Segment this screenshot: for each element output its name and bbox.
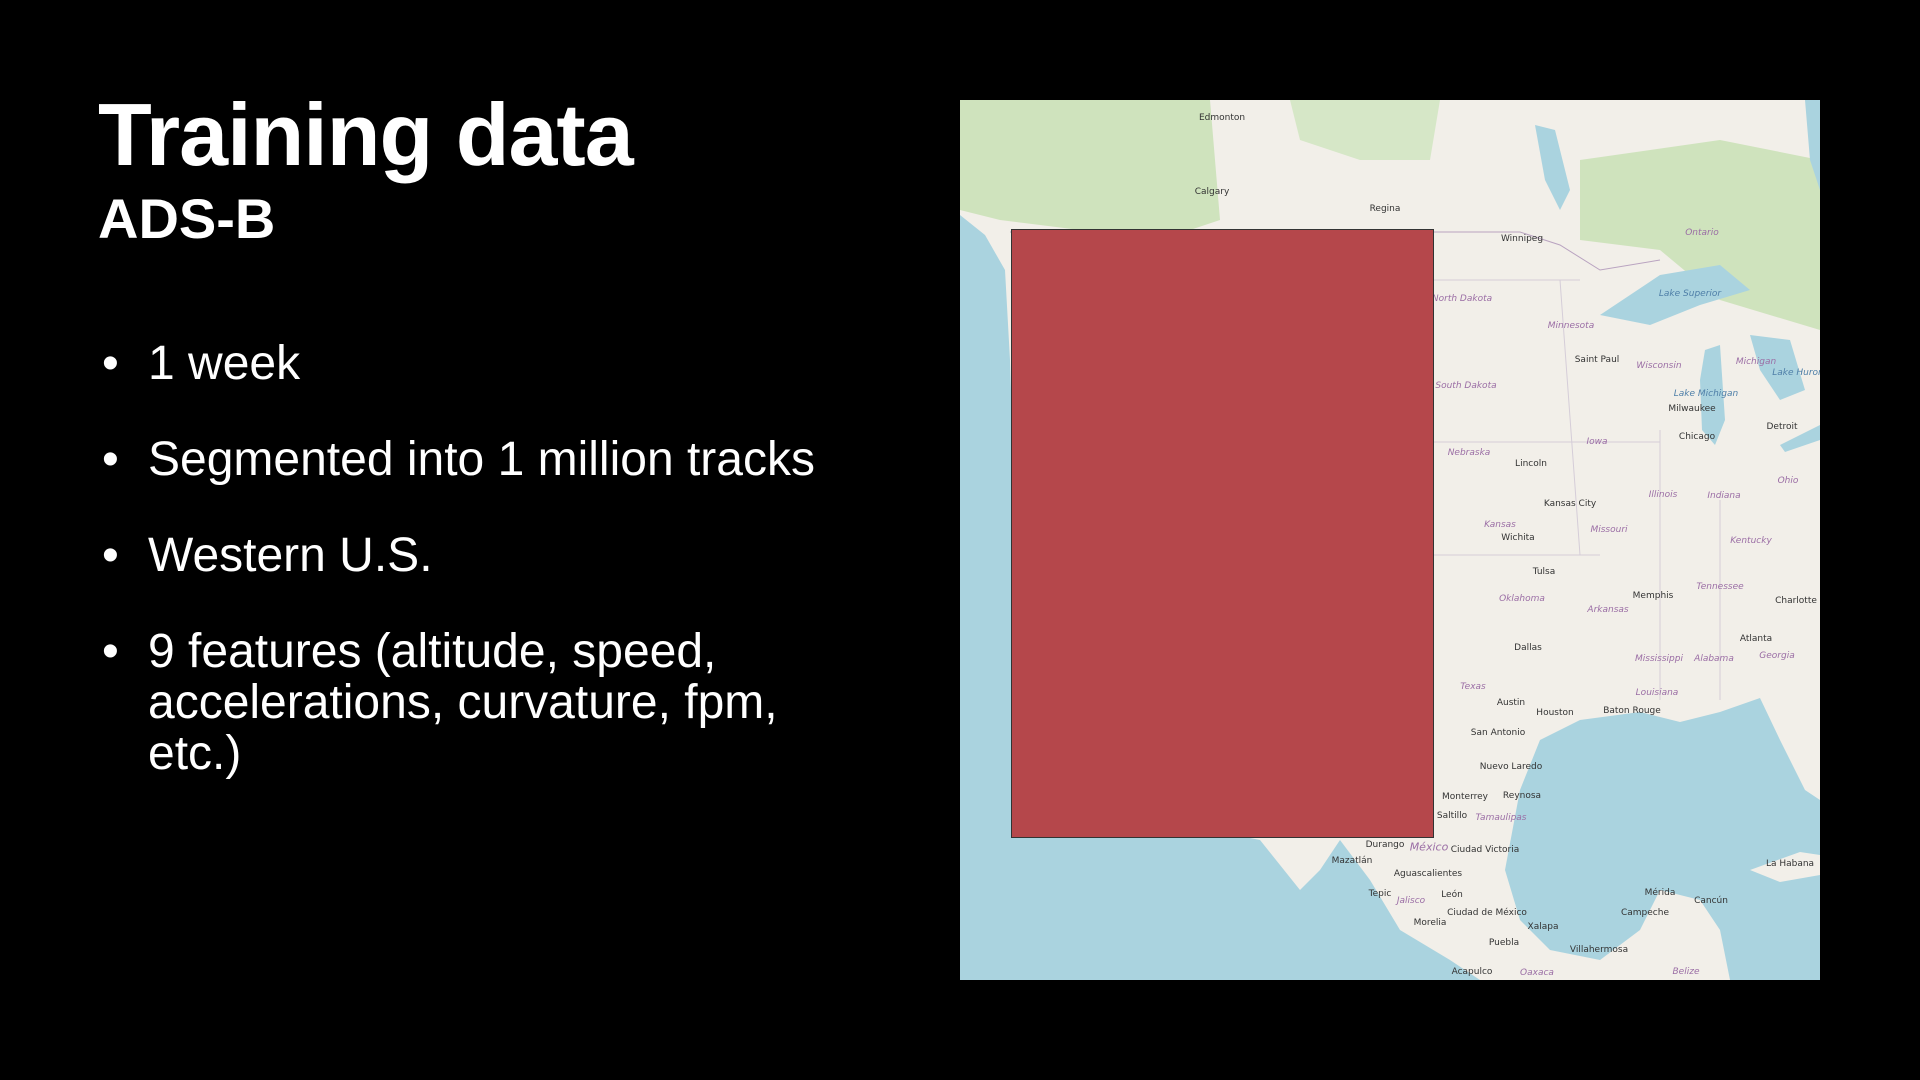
atlantic-ocean xyxy=(1805,100,1820,190)
bullet-icon: • xyxy=(102,529,119,582)
map-city-label: Xalapa xyxy=(1527,922,1559,932)
map-city-label: Houston xyxy=(1536,708,1574,718)
forest-area xyxy=(960,100,1220,240)
gulf-of-mexico xyxy=(1505,698,1820,980)
map-city-label: Detroit xyxy=(1766,422,1798,432)
map-city-label: Winnipeg xyxy=(1500,234,1544,244)
map-city-label: Durango xyxy=(1365,840,1405,850)
map-city-label: Saltillo xyxy=(1436,811,1468,821)
map-city-label: Kansas City xyxy=(1543,499,1597,509)
bullet-text: Western U.S. xyxy=(148,529,433,582)
bullet-item: • 1 week xyxy=(100,338,840,389)
bullet-text: 9 features (altitude, speed, acceleratio… xyxy=(148,625,778,780)
map-state-label: Tamaulipas xyxy=(1475,813,1527,823)
bullet-icon: • xyxy=(102,433,119,486)
map-city-label: Calgary xyxy=(1194,187,1230,197)
map-city-label: Morelia xyxy=(1413,918,1447,928)
map-state-label: South Dakota xyxy=(1435,381,1497,391)
map-state-label: Illinois xyxy=(1648,490,1678,500)
map-city-label: Baton Rouge xyxy=(1603,706,1661,716)
map-state-label: Oaxaca xyxy=(1520,968,1554,978)
map-state-label: Tennessee xyxy=(1696,582,1744,592)
map-city-label: Milwaukee xyxy=(1668,404,1716,414)
map-city-label: Charlotte xyxy=(1775,596,1817,606)
map-state-label: Ontario xyxy=(1685,228,1719,238)
bullet-text: Segmented into 1 million tracks xyxy=(148,433,815,486)
map-city-label: La Habana xyxy=(1765,859,1815,869)
bullet-list: • 1 week • Segmented into 1 million tracks… xyxy=(100,338,840,824)
forest-area xyxy=(1580,140,1820,330)
forest-area xyxy=(1290,100,1440,160)
map-city-label: Mazatlán xyxy=(1331,856,1373,866)
map-city-label: Wichita xyxy=(1501,533,1535,543)
map-city-label: Mérida xyxy=(1644,888,1676,898)
map-city-label: Lincoln xyxy=(1515,459,1547,469)
map-city-label: Nuevo Laredo xyxy=(1479,762,1543,772)
map-state-label: Jalisco xyxy=(1396,896,1426,906)
map-city-label: Puebla xyxy=(1488,938,1520,948)
map-city-label: Acapulco xyxy=(1451,967,1493,977)
map-state-label: Missouri xyxy=(1590,525,1628,535)
cuba xyxy=(1750,852,1820,882)
map-state-label: Kentucky xyxy=(1730,536,1772,546)
map-city-label: Monterrey xyxy=(1442,792,1488,802)
map-state-label: México xyxy=(1409,840,1449,854)
map-city-label: Chicago xyxy=(1678,432,1716,442)
map-state-label: Belize xyxy=(1672,967,1700,977)
map-city-label: Reynosa xyxy=(1502,791,1542,801)
map-city-label: Cancún xyxy=(1694,896,1728,906)
bullet-item: • 9 features (altitude, speed, accelerati… xyxy=(100,626,840,779)
map-city-label: León xyxy=(1441,890,1463,900)
map-state-label: Mississippi xyxy=(1635,654,1683,664)
map-state-label: Ohio xyxy=(1777,476,1799,486)
lake-michigan xyxy=(1700,345,1725,445)
map-state-label: Georgia xyxy=(1759,651,1795,661)
western-us-region-highlight xyxy=(1011,229,1434,838)
map-water-label: Lake Michigan xyxy=(1673,389,1739,399)
map-image: Edmonton Calgary Regina Winnipeg Saint Paul M… xyxy=(960,100,1820,980)
lake-winnipeg xyxy=(1535,125,1570,210)
map-state-label: Indiana xyxy=(1707,491,1741,501)
map-state-label: Alabama xyxy=(1694,654,1734,664)
map-city-label: Villahermosa xyxy=(1569,945,1629,955)
map-state-label: Minnesota xyxy=(1547,321,1595,331)
bullet-item: • Segmented into 1 million tracks xyxy=(100,434,840,485)
map-city-label: Atlanta xyxy=(1739,634,1773,644)
lake-erie xyxy=(1780,425,1820,452)
map-state-label: Louisiana xyxy=(1635,688,1679,698)
map-state-label: Arkansas xyxy=(1587,605,1629,615)
map-city-label: Tulsa xyxy=(1532,567,1556,577)
map-city-label: Ciudad Victoria xyxy=(1450,845,1520,855)
slide-subtitle: ADS-B xyxy=(98,187,276,250)
slide-title: Training data xyxy=(98,85,634,184)
map-state-label: Iowa xyxy=(1586,437,1608,447)
lake-huron xyxy=(1750,335,1805,400)
map-state-label: North Dakota xyxy=(1431,294,1493,304)
bullet-item: • Western U.S. xyxy=(100,530,840,581)
map-city-label: Dallas xyxy=(1514,643,1542,653)
map-city-label: Memphis xyxy=(1632,591,1674,601)
bullet-icon: • xyxy=(102,337,119,390)
map-state-label: Nebraska xyxy=(1447,448,1491,458)
map-state-label: Oklahoma xyxy=(1499,594,1545,604)
map-city-label: Tepic xyxy=(1368,889,1392,899)
bullet-icon: • xyxy=(102,625,119,678)
map-water-label: Lake Huron xyxy=(1772,368,1820,378)
lake-superior xyxy=(1600,265,1750,325)
map-city-label: Austin xyxy=(1496,698,1526,708)
map-state-label: Wisconsin xyxy=(1636,361,1682,371)
map-state-label: Texas xyxy=(1460,682,1486,692)
map-city-label: Ciudad de México xyxy=(1447,908,1527,918)
map-city-label: Regina xyxy=(1369,204,1401,214)
map-city-label: Campeche xyxy=(1620,908,1670,918)
map-city-label: Aguascalientes xyxy=(1393,869,1463,879)
map-state-label: Michigan xyxy=(1735,357,1777,367)
map-state-label: Kansas xyxy=(1484,520,1516,530)
map-city-label: San Antonio xyxy=(1470,728,1526,738)
map-city-label: Saint Paul xyxy=(1574,355,1620,365)
bullet-text: 1 week xyxy=(148,337,301,390)
map-city-label: Edmonton xyxy=(1198,113,1246,123)
map-water-label: Lake Superior xyxy=(1658,289,1722,299)
state-borders xyxy=(1434,279,1721,700)
